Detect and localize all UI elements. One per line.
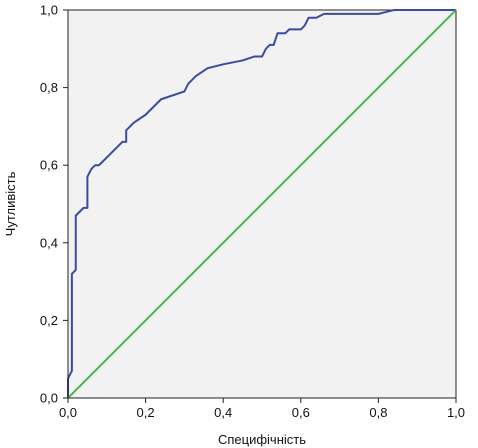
x-tick-label: 0,2	[137, 405, 155, 420]
y-tick-label: 0,4	[40, 235, 58, 250]
y-tick-label: 1,0	[40, 3, 58, 18]
x-axis-title: Специфічність	[218, 432, 306, 447]
y-tick-label: 0,0	[40, 391, 58, 406]
x-tick-label: 0,4	[214, 405, 232, 420]
y-tick-label: 0,8	[40, 80, 58, 95]
y-tick-label: 0,2	[40, 313, 58, 328]
ticks-group: 0,0 0,2 0,4 0,6 0,8 1,0 0,0 0,2 0,4 0,6 0,8 1,0	[40, 3, 465, 421]
y-axis-title: Чутливість	[3, 171, 18, 236]
x-tick-label: 1,0	[447, 405, 465, 420]
series-group	[67, 9, 457, 399]
axes-group	[67, 10, 456, 399]
reference-diagonal-line	[67, 9, 457, 399]
x-tick-label: 0,0	[59, 405, 77, 420]
x-tick-label: 0,8	[369, 405, 387, 420]
y-tick-label: 0,6	[40, 158, 58, 173]
x-tick-label: 0,6	[292, 405, 310, 420]
roc-curve-line	[67, 9, 456, 398]
